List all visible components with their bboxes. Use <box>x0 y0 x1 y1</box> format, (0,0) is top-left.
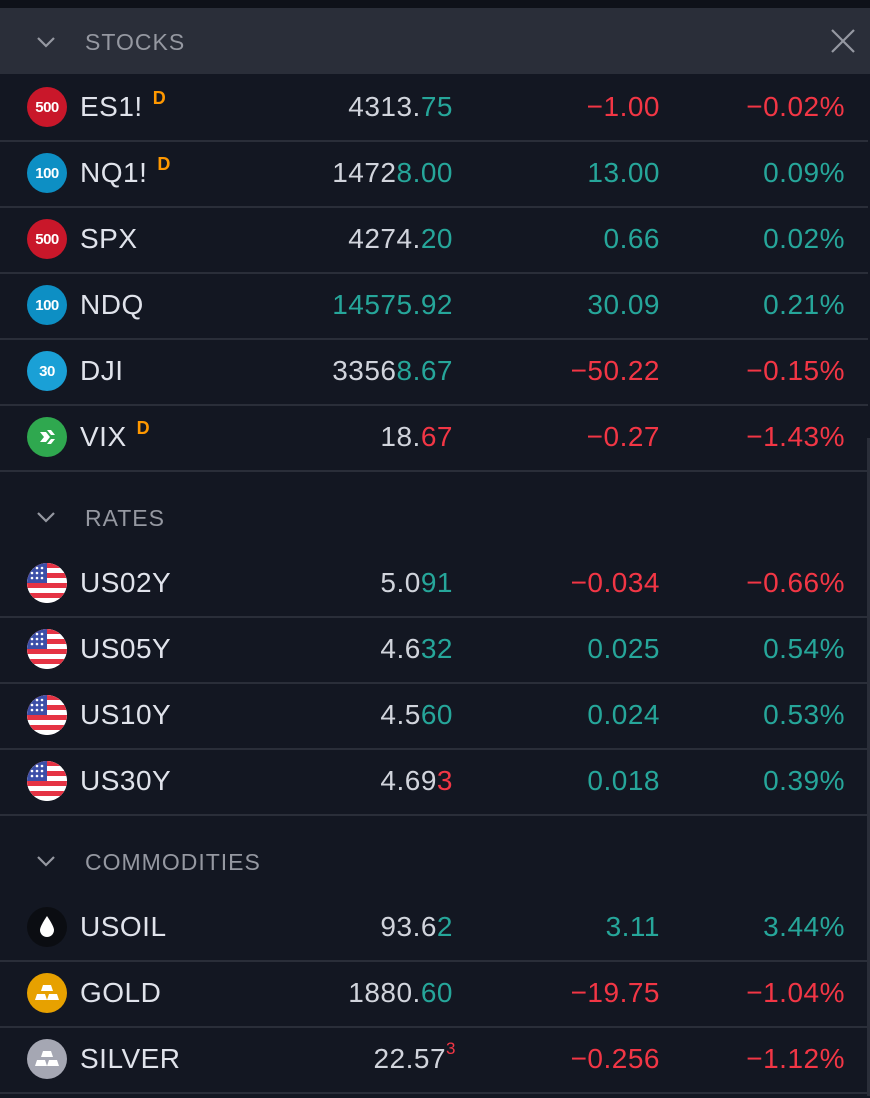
last-price: 14728.00 <box>332 157 453 188</box>
symbol-label: DJI <box>80 355 124 386</box>
change-value: 0.66 <box>603 223 660 254</box>
section-title: RATES <box>85 505 165 531</box>
watchlist-row-us02y[interactable]: US02Y 5.091 −0.034 −0.66% <box>0 550 868 618</box>
dow30-icon: 30 <box>27 351 67 391</box>
change-value: 0.018 <box>587 765 660 796</box>
watchlist-row-gold[interactable]: GOLD 1880.60 −19.75 −1.04% <box>0 960 868 1028</box>
symbol-label: NQ1! <box>80 157 148 188</box>
close-icon[interactable] <box>830 28 856 54</box>
chevron-down-icon[interactable] <box>35 510 57 524</box>
last-price: 4274.20 <box>348 223 453 254</box>
sp500-icon: 500 <box>27 219 67 259</box>
change-value: 0.024 <box>587 699 660 730</box>
symbol-label: SILVER <box>80 1043 181 1074</box>
change-percent: −1.12% <box>746 1043 845 1074</box>
change-percent: 0.54% <box>763 633 845 664</box>
change-value: 30.09 <box>587 289 660 320</box>
us-flag-icon <box>27 761 67 801</box>
last-price: 22.573 <box>373 1039 456 1074</box>
last-price: 4.560 <box>380 699 453 730</box>
oil-drop-icon <box>27 907 67 947</box>
change-value: −1.00 <box>586 91 660 122</box>
nasdaq100-icon: 100 <box>27 153 67 193</box>
symbol-label: NDQ <box>80 289 144 320</box>
change-percent: −1.04% <box>746 977 845 1008</box>
section-title: COMMODITIES <box>85 849 261 875</box>
change-value: 0.025 <box>587 633 660 664</box>
us-flag-icon <box>27 695 67 735</box>
symbol-label: VIX <box>80 421 127 452</box>
delayed-badge: D <box>136 418 151 438</box>
section-header-commodities[interactable]: COMMODITIES <box>0 814 870 894</box>
gold-bars-icon <box>27 973 67 1013</box>
watchlist-row-silver[interactable]: SILVER 22.573 −0.256 −1.12% <box>0 1026 868 1094</box>
section-title: STOCKS <box>85 29 186 55</box>
symbol-label: US10Y <box>80 699 172 730</box>
top-strip <box>0 0 870 8</box>
change-value: −0.034 <box>570 567 660 598</box>
last-price: 1880.60 <box>348 977 453 1008</box>
symbol-label: US30Y <box>80 765 172 796</box>
last-price: 18.67 <box>380 421 453 452</box>
us-flag-icon <box>27 629 67 669</box>
change-percent: 0.21% <box>763 289 845 320</box>
nasdaq100-icon: 100 <box>27 285 67 325</box>
chevron-down-icon[interactable] <box>35 35 57 49</box>
last-price: 93.62 <box>380 911 453 942</box>
watchlist-row-vix[interactable]: VIX D 18.67 −0.27 −1.43% <box>0 404 868 472</box>
change-value: −19.75 <box>570 977 660 1008</box>
watchlist-row-es1[interactable]: 500 ES1! D 4313.75 −1.00 −0.02% <box>0 74 868 142</box>
change-percent: 0.02% <box>763 223 845 254</box>
symbol-label: SPX <box>80 223 138 254</box>
section-header-stocks[interactable]: STOCKS <box>0 8 870 74</box>
watchlist-row-dji[interactable]: 30 DJI 33568.67 −50.22 −0.15% <box>0 338 868 406</box>
last-price: 33568.67 <box>332 355 453 386</box>
last-price: 4313.75 <box>348 91 453 122</box>
symbol-label: US05Y <box>80 633 172 664</box>
symbol-label: GOLD <box>80 977 162 1008</box>
change-value: 3.11 <box>605 911 660 942</box>
section-header-rates[interactable]: RATES <box>0 470 870 550</box>
us-flag-icon <box>27 563 67 603</box>
symbol-label: ES1! <box>80 91 143 122</box>
change-percent: −0.66% <box>746 567 845 598</box>
change-percent: 0.39% <box>763 765 845 796</box>
vix-icon <box>27 417 67 457</box>
chevron-down-icon[interactable] <box>35 854 57 868</box>
symbol-label: USOIL <box>80 911 167 942</box>
change-percent: −0.02% <box>746 91 845 122</box>
silver-bars-icon <box>27 1039 67 1079</box>
last-price: 5.091 <box>380 567 453 598</box>
watchlist-row-ndq[interactable]: 100 NDQ 14575.92 30.09 0.21% <box>0 272 868 340</box>
delayed-badge: D <box>152 88 167 108</box>
watchlist-row-us05y[interactable]: US05Y 4.632 0.025 0.54% <box>0 616 868 684</box>
change-percent: −1.43% <box>746 421 845 452</box>
change-percent: −0.15% <box>746 355 845 386</box>
last-price: 4.632 <box>380 633 453 664</box>
watchlist-row-us10y[interactable]: US10Y 4.560 0.024 0.53% <box>0 682 868 750</box>
watchlist-row-nq1[interactable]: 100 NQ1! D 14728.00 13.00 0.09% <box>0 140 868 208</box>
change-value: −0.256 <box>570 1043 660 1074</box>
watchlist-row-spx[interactable]: 500 SPX 4274.20 0.66 0.02% <box>0 206 868 274</box>
delayed-badge: D <box>157 154 171 174</box>
change-value: 13.00 <box>587 157 660 188</box>
last-price: 4.693 <box>380 765 453 796</box>
change-value: −50.22 <box>570 355 660 386</box>
change-percent: 0.53% <box>763 699 845 730</box>
scrollbar[interactable] <box>867 438 870 1096</box>
watchlist-row-usoil[interactable]: USOIL 93.62 3.11 3.44% <box>0 894 868 962</box>
sp500-icon: 500 <box>27 87 67 127</box>
change-percent: 3.44% <box>763 911 845 942</box>
watchlist-row-us30y[interactable]: US30Y 4.693 0.018 0.39% <box>0 748 868 816</box>
symbol-label: US02Y <box>80 567 172 598</box>
change-value: −0.27 <box>586 421 660 452</box>
change-percent: 0.09% <box>763 157 845 188</box>
last-price: 14575.92 <box>332 289 453 320</box>
